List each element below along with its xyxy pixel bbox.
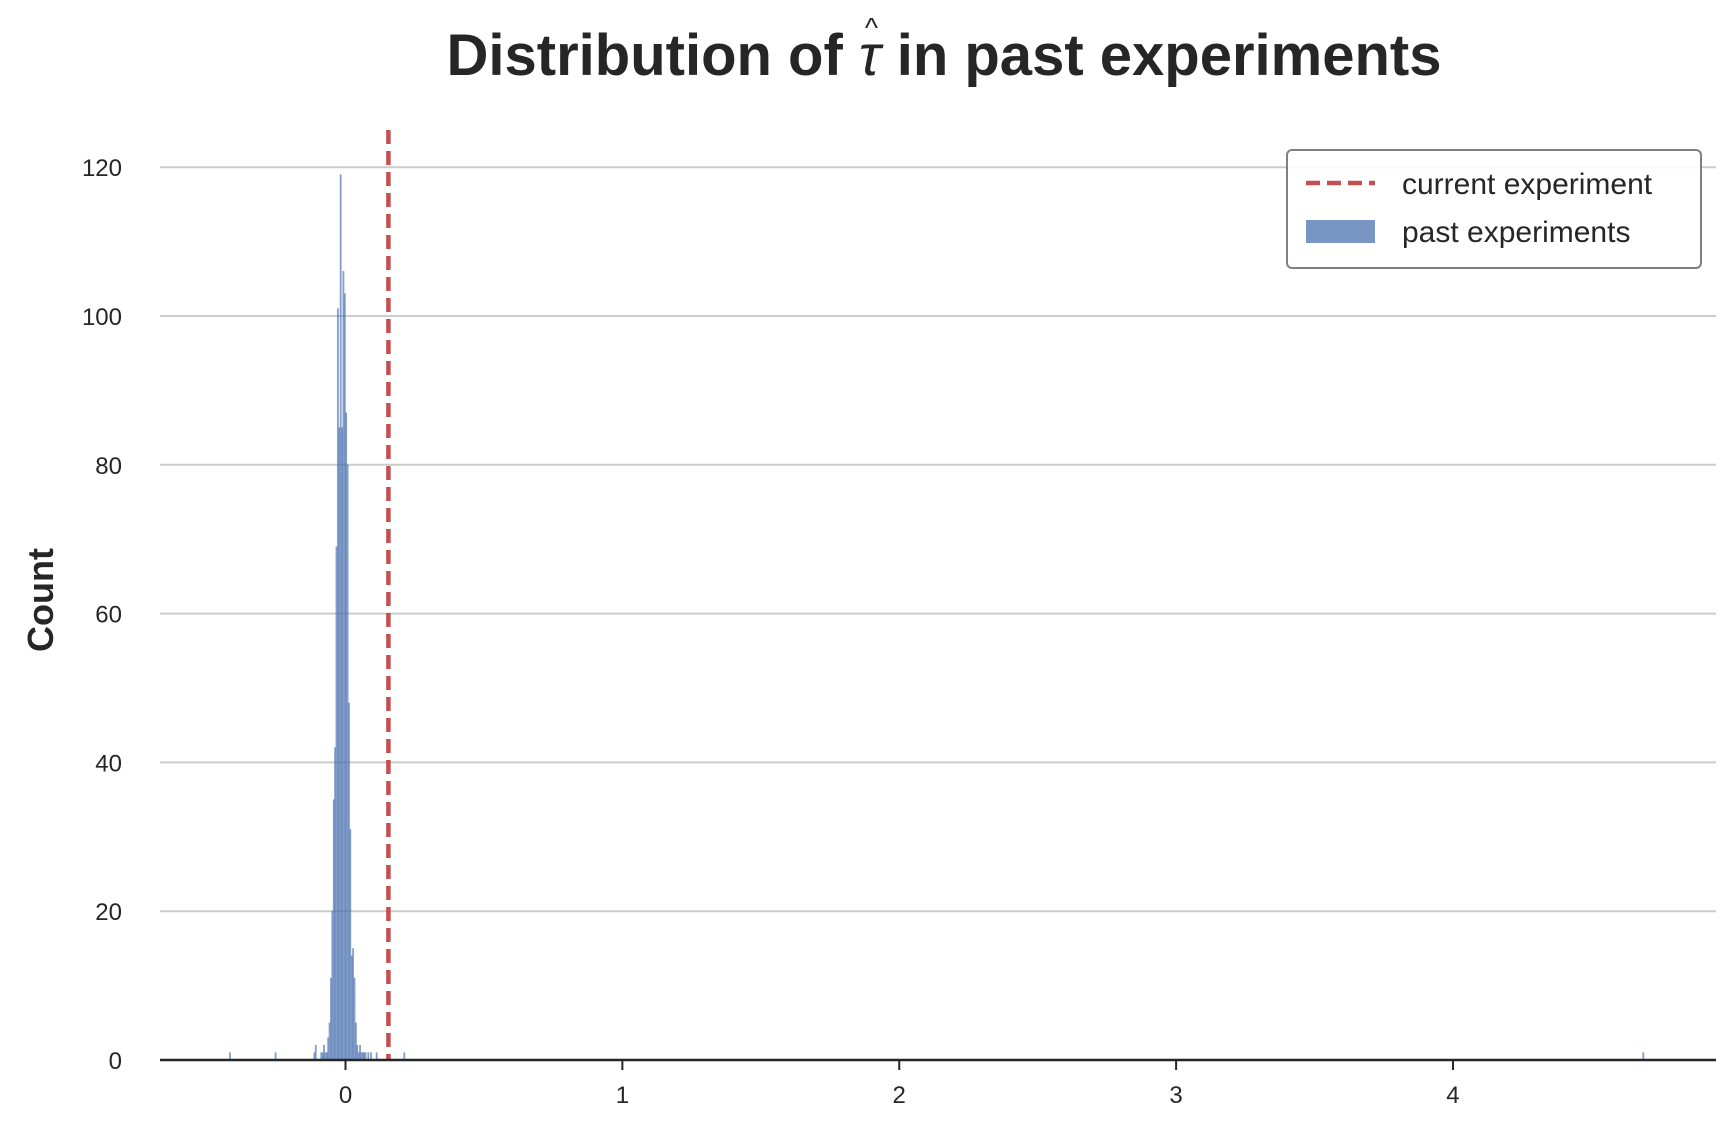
histogram-bar bbox=[314, 1044, 317, 1061]
x-tick-label: 0 bbox=[339, 1082, 352, 1109]
chart-title-symbol: τ bbox=[859, 23, 884, 88]
y-tick-label: 0 bbox=[109, 1048, 122, 1075]
x-tick-label: 1 bbox=[616, 1082, 629, 1109]
y-tick-label: 40 bbox=[95, 750, 122, 777]
chart-title-suffix: in past experiments bbox=[881, 23, 1442, 88]
y-tick-labels: 0 20 40 60 80 100 120 bbox=[82, 155, 122, 1075]
x-tick-label: 4 bbox=[1446, 1082, 1459, 1109]
chart-title: Distribution of τ in past experiments bbox=[447, 23, 1442, 88]
chart-title-hat: ^ bbox=[865, 12, 878, 43]
x-tick-label: 2 bbox=[893, 1082, 906, 1109]
legend-box bbox=[1286, 149, 1702, 269]
grid-lines bbox=[160, 166, 1716, 913]
y-tick-label: 60 bbox=[95, 602, 122, 629]
histogram-bars bbox=[228, 174, 1645, 1061]
y-axis-label: Count bbox=[20, 548, 61, 652]
y-tick-label: 80 bbox=[95, 453, 122, 480]
legend: current experiment past experiments bbox=[1286, 149, 1702, 269]
x-axis: 0 1 2 3 4 bbox=[160, 1058, 1716, 1109]
y-tick-label: 120 bbox=[82, 155, 122, 182]
legend-label-past: past experiments bbox=[1402, 216, 1630, 249]
legend-label-current: current experiment bbox=[1402, 168, 1653, 201]
legend-patch-swatch bbox=[1306, 220, 1375, 243]
y-tick-label: 100 bbox=[82, 304, 122, 331]
y-tick-label: 20 bbox=[95, 899, 122, 926]
x-tick-label: 3 bbox=[1169, 1082, 1182, 1109]
chart-title-prefix: Distribution of bbox=[447, 23, 859, 88]
